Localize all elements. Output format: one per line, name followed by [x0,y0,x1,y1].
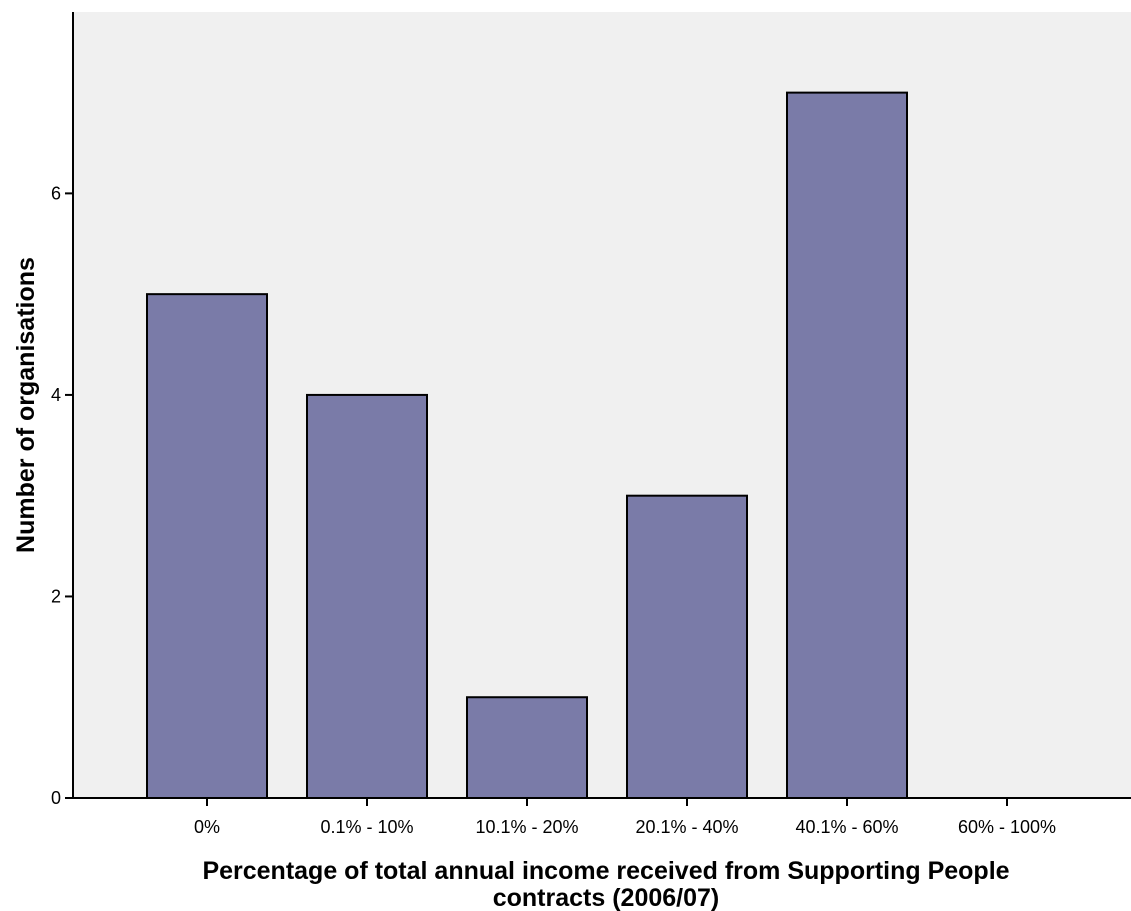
bar-1 [306,393,428,799]
x-axis-ticks: 0% 0.1% - 10% 10.1% - 20% 20.1% - 40% 40.1% … [194,798,1056,837]
y-axis-ticks: 0 2 4 6 [51,183,73,808]
y-tick-label: 4 [51,385,61,405]
x-tick-label: 10.1% - 20% [475,817,578,837]
y-tick-label: 6 [51,183,61,203]
x-axis-title-line-1: Percentage of total annual income receiv… [202,857,1009,885]
bars [146,91,908,800]
x-tick-label: 40.1% - 60% [795,817,898,837]
x-axis-title-line-2: contracts (2006/07) [493,884,720,911]
bar-2 [466,696,588,800]
bar-0 [146,293,268,799]
y-axis-title: Number of organisations [12,257,40,553]
bar-4 [786,91,908,800]
bar-3 [626,494,748,799]
y-tick-label: 0 [51,788,61,808]
x-tick-label: 0.1% - 10% [320,817,413,837]
x-tick-label: 60% - 100% [958,817,1056,837]
y-tick-label: 2 [51,586,61,606]
x-tick-label: 20.1% - 40% [635,817,738,837]
axes [72,12,1131,799]
x-tick-label: 0% [194,817,220,837]
